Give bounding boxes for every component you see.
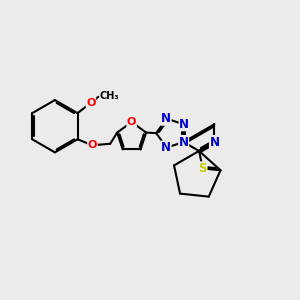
Text: N: N [161,141,171,154]
Text: O: O [86,98,96,108]
Text: O: O [88,140,97,150]
Text: N: N [179,118,189,131]
Text: N: N [209,136,220,148]
Text: CH₃: CH₃ [100,91,119,101]
Text: O: O [127,117,136,127]
Text: S: S [199,162,207,175]
Text: N: N [178,136,189,148]
Text: N: N [161,112,171,125]
